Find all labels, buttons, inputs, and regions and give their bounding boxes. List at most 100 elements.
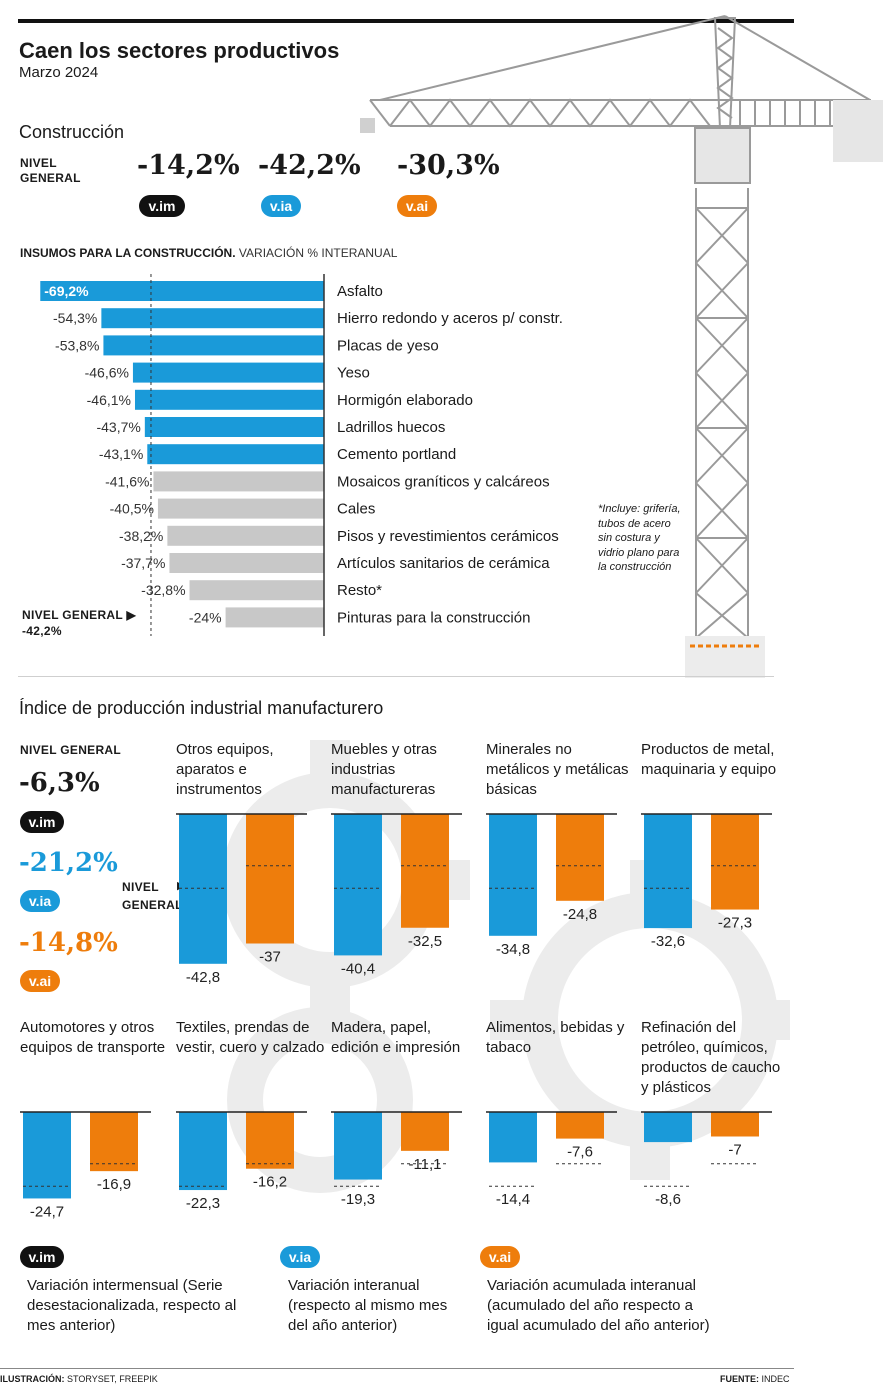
insumos-footnote: *Incluye: grifería, tubos de acero sin c… xyxy=(598,503,681,573)
footer-source-bold: FUENTE: xyxy=(720,1374,759,1384)
bar-value-label-vai: -27,3 xyxy=(718,915,752,932)
industria-via-value: -21,2% xyxy=(19,848,118,878)
bar-value-label: -43,7% xyxy=(96,419,140,435)
bar-value-label: -40,5% xyxy=(110,501,154,517)
legend-via-desc: Variación interanual (respecto al mismo … xyxy=(288,1277,448,1334)
page-subtitle: Marzo 2024 xyxy=(19,64,99,81)
bar-value-label: -37,7% xyxy=(121,555,165,571)
insumos-nivel-general-label: NIVEL GENERAL ▶ xyxy=(22,608,136,622)
bar-via xyxy=(489,814,537,936)
bar-via xyxy=(644,1112,692,1143)
bar-value-label: -32,8% xyxy=(141,582,185,598)
bar-value-label-vai: -11,1 xyxy=(408,1156,441,1173)
bar-vai xyxy=(401,814,449,928)
footer-credit-rest: STORYSET, FREEPIK xyxy=(67,1374,158,1384)
category-title: Productos de metal, maquinaria y equipo xyxy=(641,741,777,778)
bar-value-label-vai: -16,2 xyxy=(253,1174,287,1191)
bar-value-label: -38,2% xyxy=(119,528,163,544)
category-title: Muebles y otras industrias manufacturera… xyxy=(331,741,437,798)
footer-rule xyxy=(0,1368,794,1369)
legend-vai-tag: v.ai xyxy=(480,1246,520,1268)
bar-1 xyxy=(101,308,325,329)
page-title: Caen los sectores productivos xyxy=(19,38,340,63)
bar-via xyxy=(334,814,382,956)
industria-marker-label-1: NIVEL xyxy=(122,880,159,894)
legend-vim-tag: v.im xyxy=(20,1246,64,1268)
industria-nivel-label: NIVEL GENERAL xyxy=(20,743,122,757)
category-label: Ladrillos huecos xyxy=(337,419,445,436)
industria-vai-tag: v.ai xyxy=(20,970,60,992)
category-title: Textiles, prendas de vestir, cuero y cal… xyxy=(176,1019,325,1056)
industria-via-tag: v.ia xyxy=(20,890,60,912)
insumos-nivel-general-value: -42,2% xyxy=(22,624,62,638)
insumos-title-rest: VARIACIÓN % INTERANUAL xyxy=(238,246,398,260)
footer-credit: ILUSTRACIÓN: STORYSET, FREEPIK xyxy=(0,1374,158,1384)
insumos-title: INSUMOS PARA LA CONSTRUCCIÓN. VARIACIÓN … xyxy=(20,246,397,260)
bar-via xyxy=(179,814,227,964)
category-label: Mosaicos graníticos y calcáreos xyxy=(337,473,550,490)
category-label: Hormigón elaborado xyxy=(337,392,473,409)
bar-value-label-via: -42,8 xyxy=(186,969,220,986)
bar-vai xyxy=(711,1112,759,1137)
category-title: Madera, papel, edición e impresión xyxy=(331,1019,461,1056)
category-title: Refinación del petróleo, químicos, produ… xyxy=(641,1019,781,1096)
bar-0 xyxy=(40,281,324,301)
construction-nivel-label-1: NIVEL xyxy=(20,156,57,170)
industria-marker-label-2: GENERAL xyxy=(122,898,183,912)
bar-value-label-via: -32,6 xyxy=(651,933,685,950)
bar-12 xyxy=(225,607,324,628)
bar-vai xyxy=(556,814,604,901)
bar-value-label-via: -24,7 xyxy=(30,1203,64,1220)
construction-vai-tag: v.ai xyxy=(397,195,437,217)
crane-illustration xyxy=(360,15,883,678)
industria-vim-value: -6,3% xyxy=(19,768,100,798)
industria-section-title: Índice de producción industrial manufact… xyxy=(19,698,384,718)
category-label: Artículos sanitarios de cerámica xyxy=(337,555,550,572)
legend-via-tag: v.ia xyxy=(280,1246,320,1268)
industria-vim-tag: v.im xyxy=(20,811,64,833)
bar-vai xyxy=(401,1112,449,1151)
bar-value-label: -24% xyxy=(189,609,222,625)
bar-value-label-via: -34,8 xyxy=(496,941,530,958)
bar-via xyxy=(644,814,692,929)
category-title: Minerales no metálicos y metálicas básic… xyxy=(486,741,629,798)
bar-value-label-via: -22,3 xyxy=(186,1195,220,1212)
section-divider xyxy=(18,676,774,677)
bar-value-label-vai: -32,5 xyxy=(408,933,442,950)
bar-11 xyxy=(189,580,324,601)
bar-value-label: -53,8% xyxy=(55,337,99,353)
category-title: Otros equipos, aparatos e instrumentos xyxy=(176,741,274,798)
construction-via-value: -42,2% xyxy=(258,150,361,181)
top-rule xyxy=(18,19,794,23)
category-label: Yeso xyxy=(337,365,370,382)
footer-credit-bold: ILUSTRACIÓN: xyxy=(0,1374,65,1384)
industria-marker-text-1: NIVEL xyxy=(122,880,159,894)
construction-vai-value: -30,3% xyxy=(397,150,500,181)
insumos-nivel-general-text: NIVEL GENERAL xyxy=(22,608,123,622)
category-label: Placas de yeso xyxy=(337,337,439,354)
bar-value-label-vai: -7,6 xyxy=(567,1144,593,1161)
category-label: Resto* xyxy=(337,582,382,599)
insumos-bar-chart: -69,2% Asfalto -54,3% Hierro redondo y acer… xyxy=(40,274,563,636)
bar-2 xyxy=(103,335,324,356)
bar-value-label-vai: -24,8 xyxy=(563,906,597,923)
bar-value-label: -41,6% xyxy=(105,473,149,489)
insumos-title-bold: INSUMOS PARA LA CONSTRUCCIÓN. xyxy=(20,246,236,260)
bar-via xyxy=(334,1112,382,1180)
construction-via-tag: v.ia xyxy=(261,195,301,217)
bar-vai xyxy=(711,814,759,910)
legend-vai-desc: Variación acumulada interanual (acumulad… xyxy=(487,1277,710,1334)
bar-3 xyxy=(132,362,324,383)
bar-value-label: -54,3% xyxy=(53,310,97,326)
bar-via xyxy=(489,1112,537,1163)
category-title: Alimentos, bebidas y tabaco xyxy=(486,1019,625,1056)
bar-via xyxy=(23,1112,71,1199)
triangle-right-icon: ▶ xyxy=(126,608,136,622)
bar-value-label-via: -8,6 xyxy=(655,1191,681,1208)
bar-value-label: -46,6% xyxy=(85,365,129,381)
bar-6 xyxy=(147,444,324,465)
footer-source: FUENTE: INDEC xyxy=(720,1374,790,1384)
bar-9 xyxy=(167,525,324,546)
bar-7 xyxy=(153,471,324,492)
bar-value-label-via: -19,3 xyxy=(341,1191,375,1208)
